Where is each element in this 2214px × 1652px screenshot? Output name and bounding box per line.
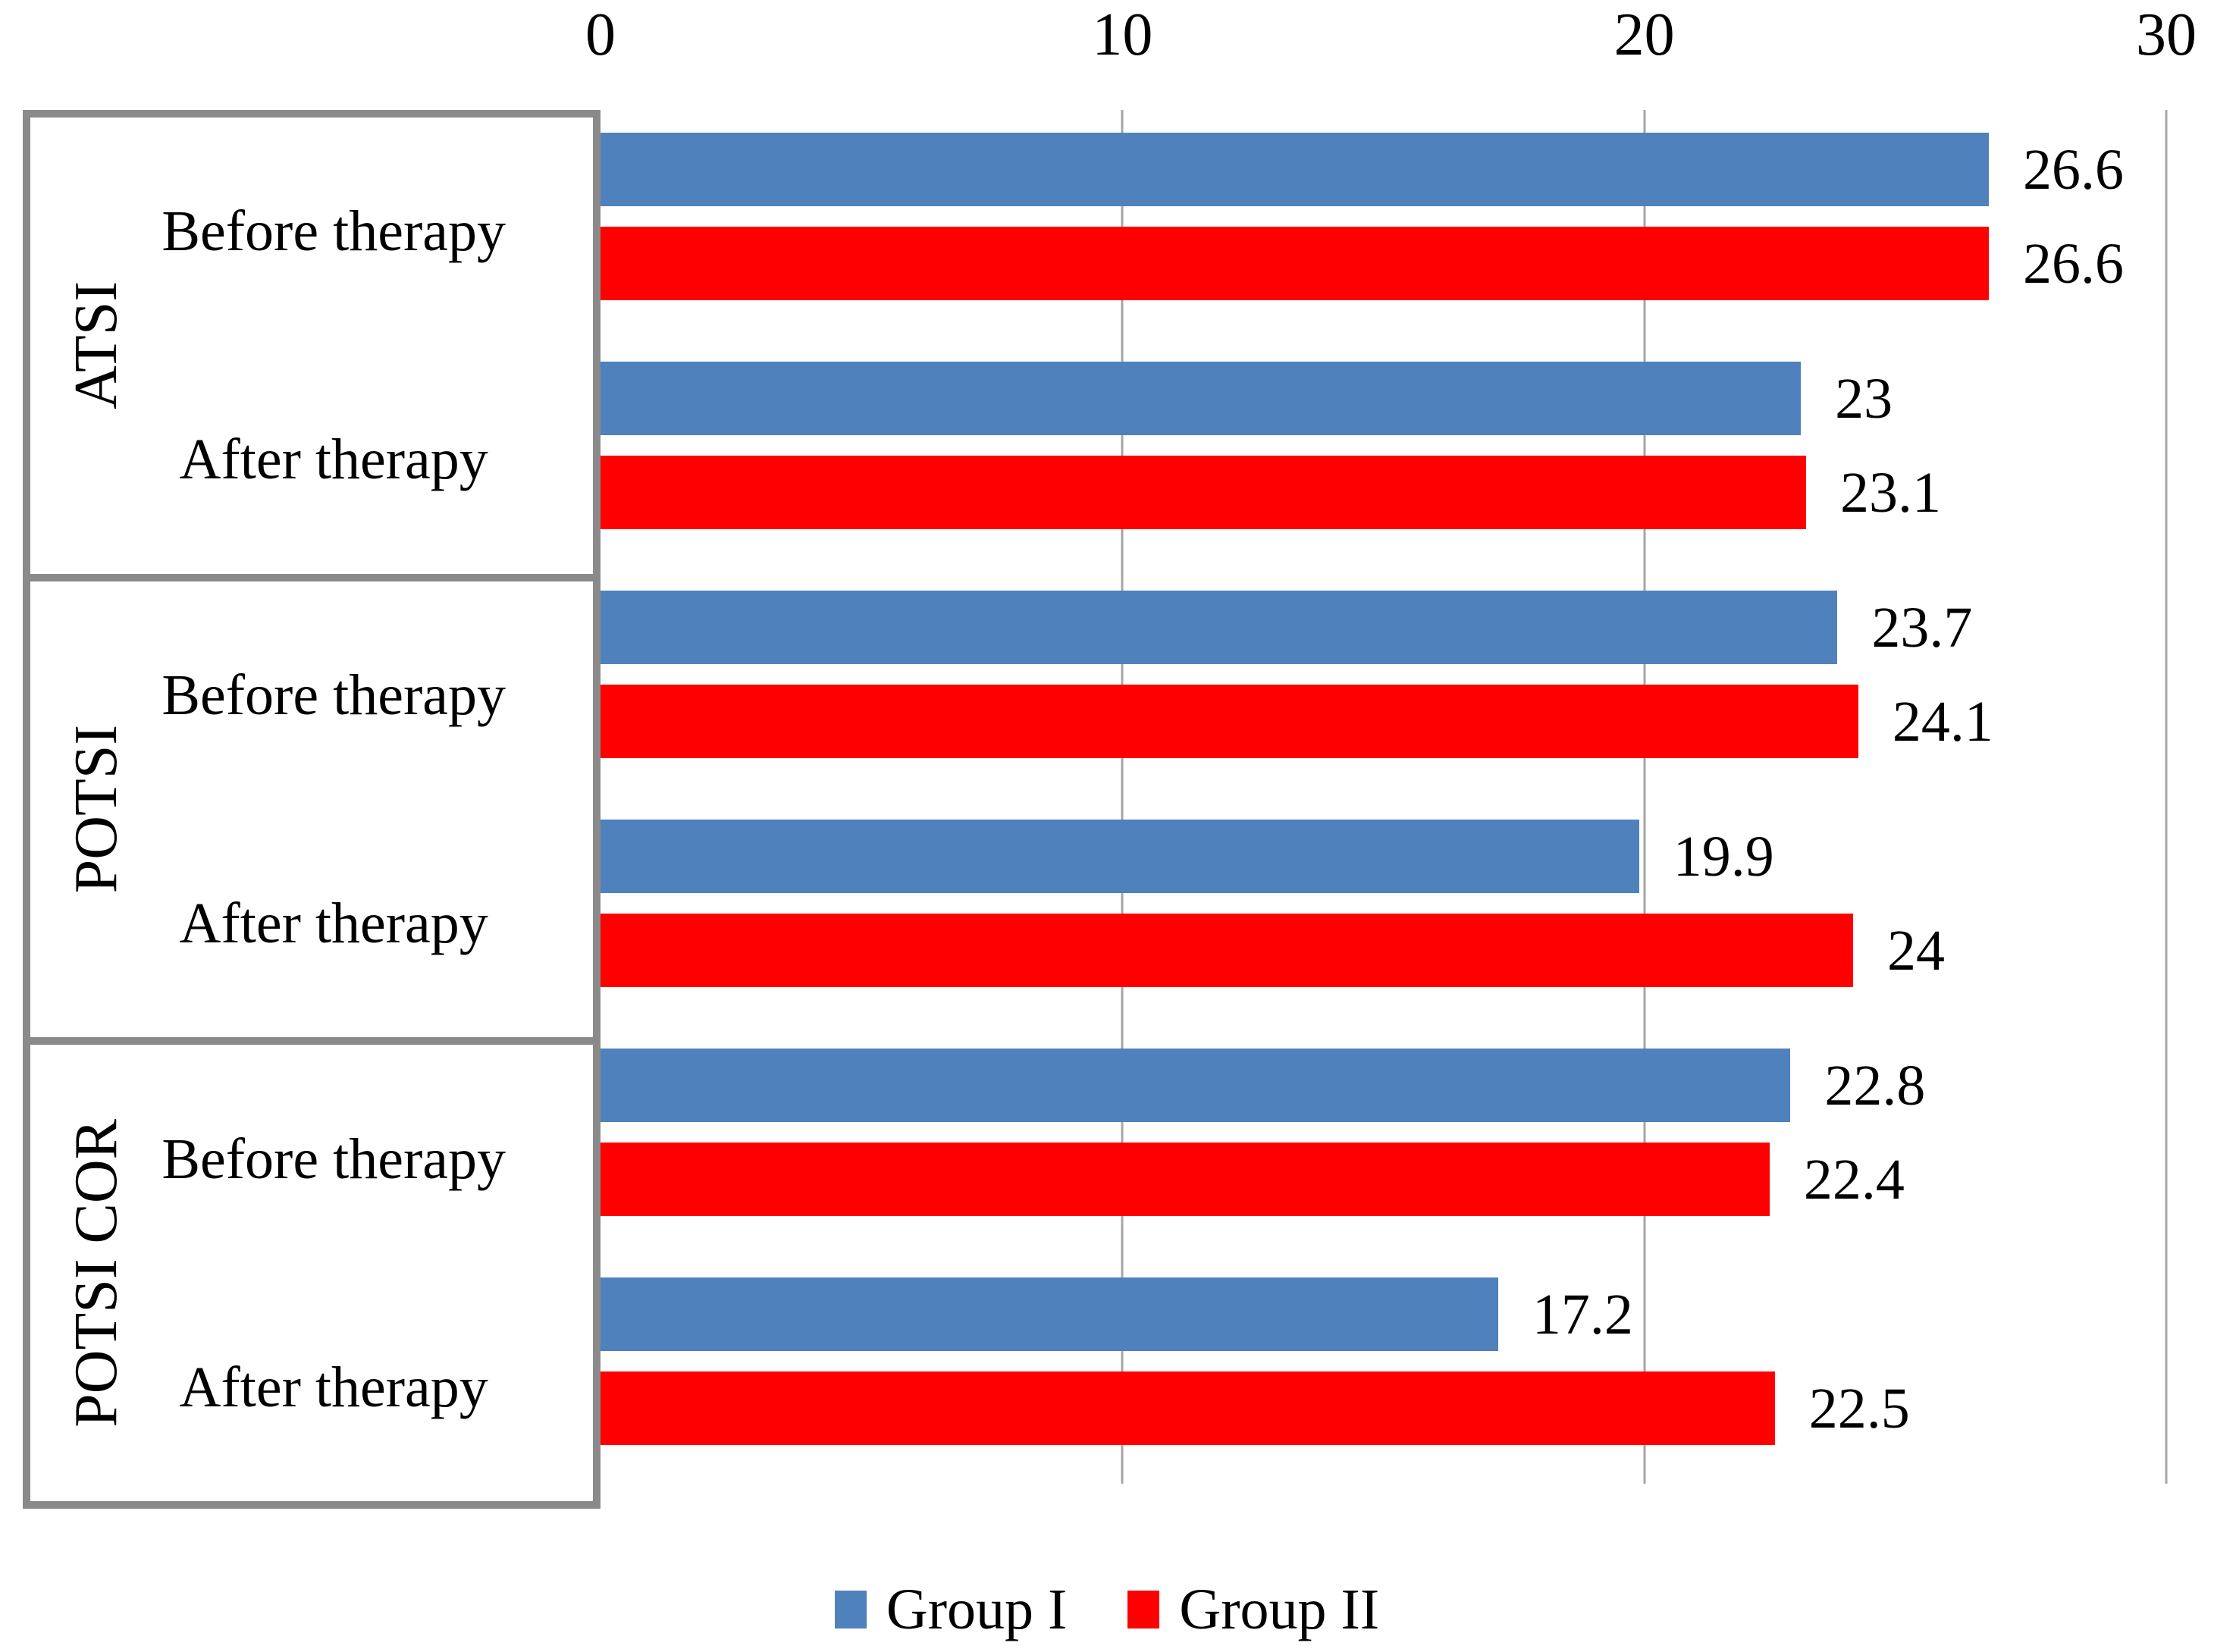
section-name-label: ATSI	[62, 281, 130, 410]
value-label: 24	[1887, 918, 1945, 983]
value-label: 22.4	[1803, 1147, 1905, 1212]
plot-area: 26.6 26.6 23 23.1 23.7 24.1 19.9 24 22.8 22.4 17.2…	[601, 110, 2168, 1484]
section-name-label: POTSI	[62, 725, 130, 894]
value-label: 22.8	[1824, 1053, 1926, 1118]
legend-swatch-icon	[1127, 1590, 1160, 1628]
value-label: 22.5	[1808, 1376, 1910, 1440]
category-label: Before therapy	[162, 1127, 506, 1191]
bar-group2	[601, 456, 1807, 529]
bar-group2	[601, 227, 1989, 300]
legend-label: Group I	[886, 1577, 1068, 1641]
bar-group2	[601, 685, 1858, 758]
legend-swatch-icon	[834, 1590, 867, 1628]
section-categories: Before therapy After therapy	[162, 581, 593, 1038]
x-axis: 0 10 20 30	[0, 0, 2214, 83]
value-label: 23.1	[1840, 460, 1942, 525]
category-label: Before therapy	[162, 663, 506, 728]
legend-item-group2: Group II	[1127, 1581, 1379, 1638]
category-label: After therapy	[179, 1355, 488, 1419]
value-label: 23	[1835, 366, 1893, 431]
bar-group2	[601, 1371, 1775, 1445]
value-label: 23.7	[1871, 595, 1973, 660]
gridline	[2165, 110, 2168, 1484]
bar-group1	[601, 1277, 1498, 1351]
section-name-label: POTSI COR	[62, 1118, 130, 1428]
category-label: After therapy	[179, 428, 488, 492]
bar-group1	[601, 591, 1838, 664]
section-name-wrap: ATSI	[30, 118, 162, 574]
section-potsi: POTSI Before therapy After therapy	[30, 573, 593, 1038]
value-label: 24.1	[1892, 689, 1993, 754]
gridline	[1643, 110, 1646, 1484]
category-label: Before therapy	[162, 199, 506, 264]
x-axis-tick-label: 0	[585, 2, 616, 68]
section-name-wrap: POTSI COR	[30, 1045, 162, 1501]
value-label: 19.9	[1673, 824, 1774, 889]
bar-group1	[601, 1049, 1791, 1122]
category-axis-box: ATSI Before therapy After therapy POTSI Befo…	[23, 110, 601, 1509]
section-categories: Before therapy After therapy	[162, 1045, 593, 1501]
bar-group1	[601, 362, 1802, 435]
x-axis-tick-label: 10	[1092, 2, 1153, 68]
legend-label: Group II	[1179, 1577, 1380, 1641]
gridline	[1121, 110, 1124, 1484]
bar-group2	[601, 1143, 1770, 1216]
legend-item-group1: Group I	[834, 1577, 1068, 1641]
x-axis-tick-label: 30	[2136, 2, 2197, 68]
section-name-wrap: POTSI	[30, 581, 162, 1038]
legend: Group I Group II	[0, 1569, 2214, 1649]
bar-group1	[601, 820, 1639, 893]
category-label: After therapy	[179, 891, 488, 955]
section-atsi: ATSI Before therapy After therapy	[30, 118, 593, 574]
section-categories: Before therapy After therapy	[162, 118, 593, 574]
bar-group1	[601, 133, 1989, 206]
value-label: 17.2	[1532, 1282, 1633, 1346]
value-label: 26.6	[2022, 231, 2124, 296]
value-label: 26.6	[2022, 137, 2124, 202]
x-axis-tick-label: 20	[1613, 2, 1675, 68]
bar-group2	[601, 914, 1853, 987]
section-potsi-cor: POTSI COR Before therapy After therapy	[30, 1037, 593, 1501]
